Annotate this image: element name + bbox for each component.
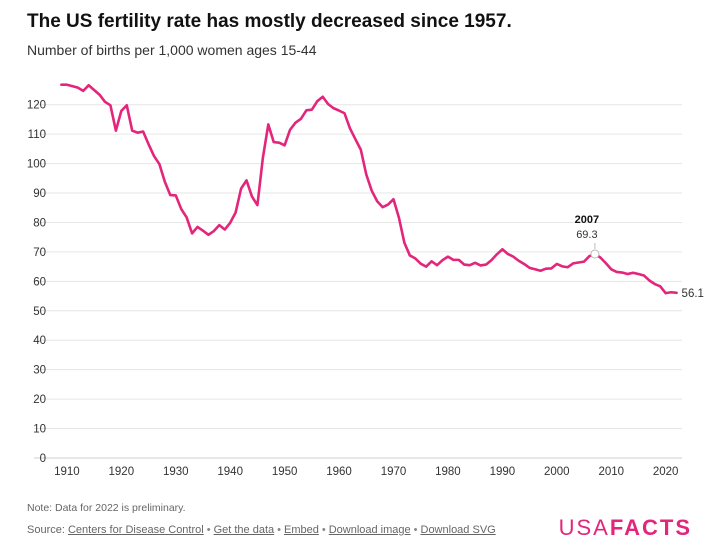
separator: • — [413, 524, 418, 536]
source-link-cdc[interactable]: Centers for Disease Control — [67, 524, 204, 536]
y-tick-label: 100 — [27, 159, 46, 171]
y-tick-label: 20 — [33, 394, 46, 406]
y-tick-label: 50 — [33, 306, 46, 318]
x-tick-label: 1960 — [326, 466, 352, 478]
chart-title: The US fertility rate has mostly decreas… — [27, 11, 512, 32]
data-point[interactable] — [349, 133, 361, 145]
data-point[interactable] — [398, 237, 410, 249]
annotation-value-label: 69.3 — [576, 229, 597, 241]
separator: • — [277, 524, 281, 536]
embed-link[interactable]: Embed — [283, 524, 319, 536]
data-point[interactable] — [366, 185, 378, 197]
y-tick-label: 30 — [33, 365, 46, 377]
data-point[interactable] — [153, 158, 165, 170]
data-point[interactable] — [360, 168, 372, 180]
data-point[interactable] — [241, 174, 253, 186]
data-point[interactable] — [224, 217, 236, 229]
download-image-link[interactable]: Download image — [328, 524, 411, 536]
x-tick-label: 1930 — [163, 466, 189, 478]
data-point[interactable] — [121, 99, 133, 111]
data-point[interactable] — [339, 107, 351, 119]
data-point[interactable] — [355, 144, 367, 156]
data-point[interactable] — [251, 199, 263, 211]
gridlines — [34, 104, 682, 459]
y-tick-label: 70 — [33, 247, 46, 259]
y-tick-label: 80 — [33, 217, 46, 229]
fertility-rate-line — [60, 83, 678, 295]
data-point[interactable] — [344, 122, 356, 134]
annotations: 2007 69.3 56.1 — [575, 214, 704, 300]
y-tick-label: 120 — [27, 100, 46, 112]
x-tick-label: 2020 — [653, 466, 679, 478]
x-tick-label: 2000 — [544, 466, 570, 478]
x-tick-label: 1990 — [490, 466, 516, 478]
source-line: Source: Centers for Disease Control • Get … — [27, 524, 496, 536]
data-point[interactable] — [110, 125, 122, 137]
data-point[interactable] — [159, 176, 171, 188]
data-point[interactable] — [137, 126, 149, 138]
x-tick-label: 1980 — [435, 466, 461, 478]
x-tick-label: 1940 — [217, 466, 243, 478]
x-tick-label: 1920 — [109, 466, 135, 478]
data-point[interactable] — [170, 189, 182, 201]
get-data-link[interactable]: Get the data — [213, 524, 275, 536]
logo-text-facts: FACTS — [609, 515, 692, 540]
y-tick-label: 0 — [40, 453, 46, 465]
x-tick-label: 1970 — [381, 466, 407, 478]
y-tick-label: 90 — [33, 188, 46, 200]
x-tick-label: 1950 — [272, 466, 298, 478]
data-point[interactable] — [230, 206, 242, 218]
data-point[interactable] — [257, 152, 269, 164]
x-axis-ticks: 1910 1920 1930 1940 1950 1960 1970 1980 1990 2000… — [54, 466, 678, 478]
data-point[interactable] — [279, 139, 291, 151]
line-chart: 0 10 20 30 40 50 60 70 80 90 100 110 120 1910 1920 193… — [27, 79, 704, 478]
separator: • — [206, 524, 211, 536]
footnote: Note: Data for 2022 is preliminary. — [27, 502, 186, 514]
y-axis-ticks: 0 10 20 30 40 50 60 70 80 90 100 110 120 — [27, 100, 46, 465]
source-prefix: Source: — [27, 524, 65, 536]
separator: • — [321, 524, 326, 536]
chart-subtitle: Number of births per 1,000 women ages 15… — [27, 42, 317, 58]
data-point[interactable] — [393, 212, 405, 224]
x-tick-label: 1910 — [54, 466, 80, 478]
data-point[interactable] — [143, 138, 155, 150]
data-points — [55, 79, 682, 299]
y-tick-label: 60 — [33, 276, 46, 288]
y-tick-label: 10 — [33, 424, 46, 436]
y-tick-label: 40 — [33, 335, 46, 347]
usafacts-logo[interactable]: USAFACTS — [559, 515, 692, 541]
x-tick-label: 2010 — [598, 466, 624, 478]
data-point[interactable] — [387, 193, 399, 205]
data-point[interactable] — [262, 118, 274, 130]
annotation-marker — [590, 249, 600, 259]
y-tick-label: 110 — [28, 129, 46, 141]
data-point[interactable] — [181, 211, 193, 223]
annotation-year-label: 2007 — [575, 214, 599, 226]
end-value-label: 56.1 — [682, 288, 704, 300]
logo-text-usa: USA — [558, 515, 610, 540]
download-svg-link[interactable]: Download SVG — [420, 524, 496, 536]
data-point[interactable] — [104, 99, 116, 111]
